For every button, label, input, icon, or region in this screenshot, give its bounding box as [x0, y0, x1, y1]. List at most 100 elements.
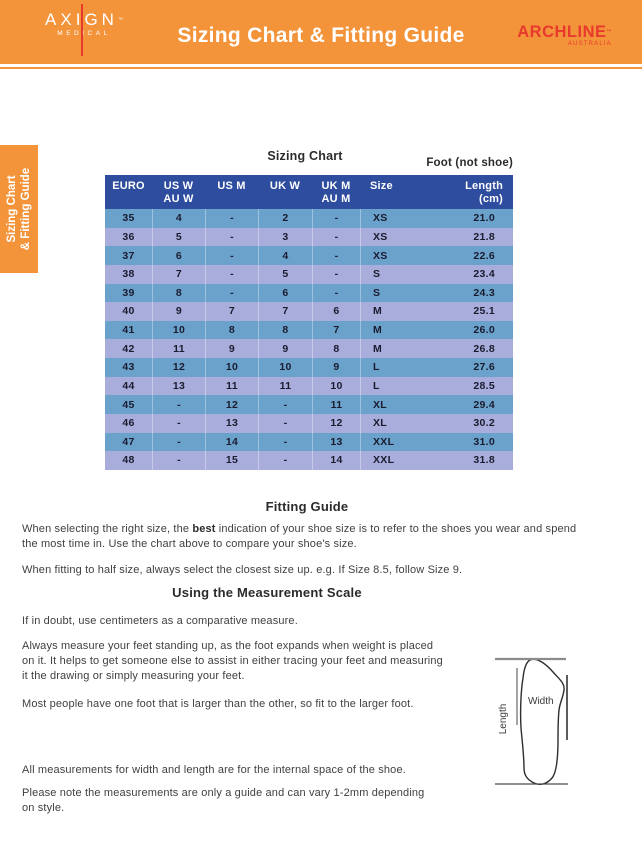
- table-cell: 8: [258, 320, 312, 340]
- header-line1: Length: [465, 180, 503, 192]
- table-cell: -: [258, 451, 312, 470]
- table-cell: -: [258, 395, 312, 414]
- trademark-symbol: ™: [117, 17, 123, 23]
- table-cell: 36: [122, 230, 135, 243]
- table-header-cell: Length (cm): [410, 175, 513, 209]
- table-cell: 8: [152, 283, 205, 303]
- table-cell: 46: [122, 417, 135, 430]
- table-cell: -: [312, 264, 360, 284]
- table-cell: 38: [122, 268, 135, 281]
- table-cell: -: [152, 413, 205, 433]
- fitting-guide-paragraph-2: When fitting to half size, always select…: [22, 564, 463, 576]
- table-cell: M: [360, 302, 410, 321]
- axign-logo-text: AXIGN: [45, 10, 118, 29]
- table-cell: 9: [205, 339, 258, 358]
- table-row: 38 7-5- S 23.4: [105, 264, 513, 284]
- table-row: 35 4-2- XS 21.0: [105, 209, 513, 228]
- table-cell: 42: [122, 342, 135, 355]
- table-cell: 6: [258, 283, 312, 303]
- measurement-paragraph-1: If in doubt, use centimeters as a compar…: [22, 615, 298, 627]
- text-run-bold: best: [192, 523, 216, 535]
- table-cell: XS: [360, 227, 410, 247]
- table-cell: 11: [205, 376, 258, 396]
- table-row: 47-14-13 XXL 31.0: [105, 432, 513, 452]
- side-tab-line1: Sizing Chart: [6, 175, 18, 243]
- table-cell: 6: [152, 246, 205, 265]
- table-header-cell: Size: [360, 175, 410, 209]
- archline-logo-text: ARCHLINE: [517, 23, 607, 41]
- archline-logo: ARCHLINE™ AUSTRALIA: [517, 23, 612, 48]
- table-cell: 5: [258, 264, 312, 284]
- measurement-paragraph-5: Please note the measurements are only a …: [22, 786, 482, 816]
- paragraph-line: it the drawing or simply measuring your …: [22, 670, 245, 682]
- table-cell: 10: [152, 320, 205, 340]
- table-cell: 25.1: [473, 305, 495, 318]
- table-cell: 37: [122, 249, 135, 262]
- table-cell: XL: [360, 413, 410, 433]
- table-cell: 2: [258, 209, 312, 228]
- table-row: 37 6-4- XS 22.6: [105, 246, 513, 265]
- paragraph-line: the most time in. Use the chart above to…: [22, 538, 357, 550]
- table-cell: 8: [312, 339, 360, 358]
- paragraph-line: When selecting the right size, the best …: [22, 522, 612, 537]
- table-cell: -: [205, 264, 258, 284]
- table-cell: 29.4: [473, 398, 495, 411]
- table-cell: -: [258, 413, 312, 433]
- table-cell: 40: [122, 305, 135, 318]
- measurement-scale-heading: Using the Measurement Scale: [172, 585, 362, 600]
- table-header-cell: UK W: [258, 175, 312, 209]
- table-cell: 26.0: [473, 324, 495, 337]
- table-cell: 13: [312, 432, 360, 452]
- table-row: 48-15-14 XXL 31.8: [105, 451, 513, 470]
- table-row: 42 11 9 9 8 M 26.8: [105, 339, 513, 358]
- table-cell: 48: [122, 454, 135, 467]
- table-cell: 22.6: [473, 249, 495, 262]
- table-cell: 11: [258, 376, 312, 396]
- table-cell: 10: [312, 376, 360, 396]
- table-cell: -: [258, 432, 312, 452]
- text-run: When selecting the right size, the: [22, 523, 193, 535]
- table-cell: 45: [122, 398, 135, 411]
- table-cell: 10: [205, 358, 258, 377]
- header-line1: US W: [163, 180, 194, 192]
- table-cell: XL: [360, 395, 410, 414]
- table-cell: -: [312, 283, 360, 303]
- table-cell: 4: [152, 209, 205, 228]
- table-row: 40 9 7 7 6 M 25.1: [105, 302, 513, 321]
- table-cell: -: [205, 209, 258, 228]
- header-line2: AU W: [163, 193, 194, 205]
- table-cell: -: [312, 209, 360, 228]
- table-cell: -: [205, 227, 258, 247]
- header-line1: EURO: [112, 180, 145, 192]
- table-cell: -: [152, 451, 205, 470]
- table-cell: 31.8: [473, 454, 495, 467]
- archline-logo-subtext: AUSTRALIA: [567, 41, 612, 47]
- table-cell: 8: [205, 320, 258, 340]
- table-row: 39 8-6- S 24.3: [105, 283, 513, 303]
- text-run: indication of your shoe size is to refer…: [215, 523, 577, 535]
- fitting-guide-paragraph-1: When selecting the right size, the best …: [22, 522, 612, 552]
- table-cell: 14: [205, 432, 258, 452]
- table-cell: 24.3: [473, 286, 495, 299]
- axign-logo-name: AXIGN™: [44, 11, 124, 29]
- table-cell: 47: [122, 435, 135, 448]
- table-cell: -: [312, 246, 360, 265]
- sizing-table-body: 35 4-2- XS 21.0 36 5-3- XS 21.8 37 6-4- XS 22.6 38 7-…: [105, 209, 513, 470]
- table-cell: 9: [152, 302, 205, 321]
- table-cell: 12: [152, 358, 205, 377]
- header-divider-line: [0, 67, 642, 69]
- header-banner: AXIGN™ MEDICAL Sizing Chart & Fitting Gu…: [0, 0, 642, 64]
- measurement-paragraph-4: All measurements for width and length ar…: [22, 764, 406, 776]
- table-cell: 35: [122, 212, 135, 225]
- table-cell: 21.0: [473, 212, 495, 225]
- table-header-cell: US W AU W: [152, 175, 205, 209]
- side-tab-label: Sizing Chart & Fitting Guide: [0, 145, 38, 273]
- table-cell: 5: [152, 227, 205, 247]
- table-row: 46-13-12 XL 30.2: [105, 413, 513, 433]
- measurement-paragraph-2: Always measure your feet standing up, as…: [22, 639, 502, 684]
- table-cell: 4: [258, 246, 312, 265]
- table-cell: L: [360, 376, 410, 396]
- table-row: 36 5-3- XS 21.8: [105, 227, 513, 247]
- table-cell: 44: [122, 379, 135, 392]
- table-cell: 27.6: [473, 361, 495, 374]
